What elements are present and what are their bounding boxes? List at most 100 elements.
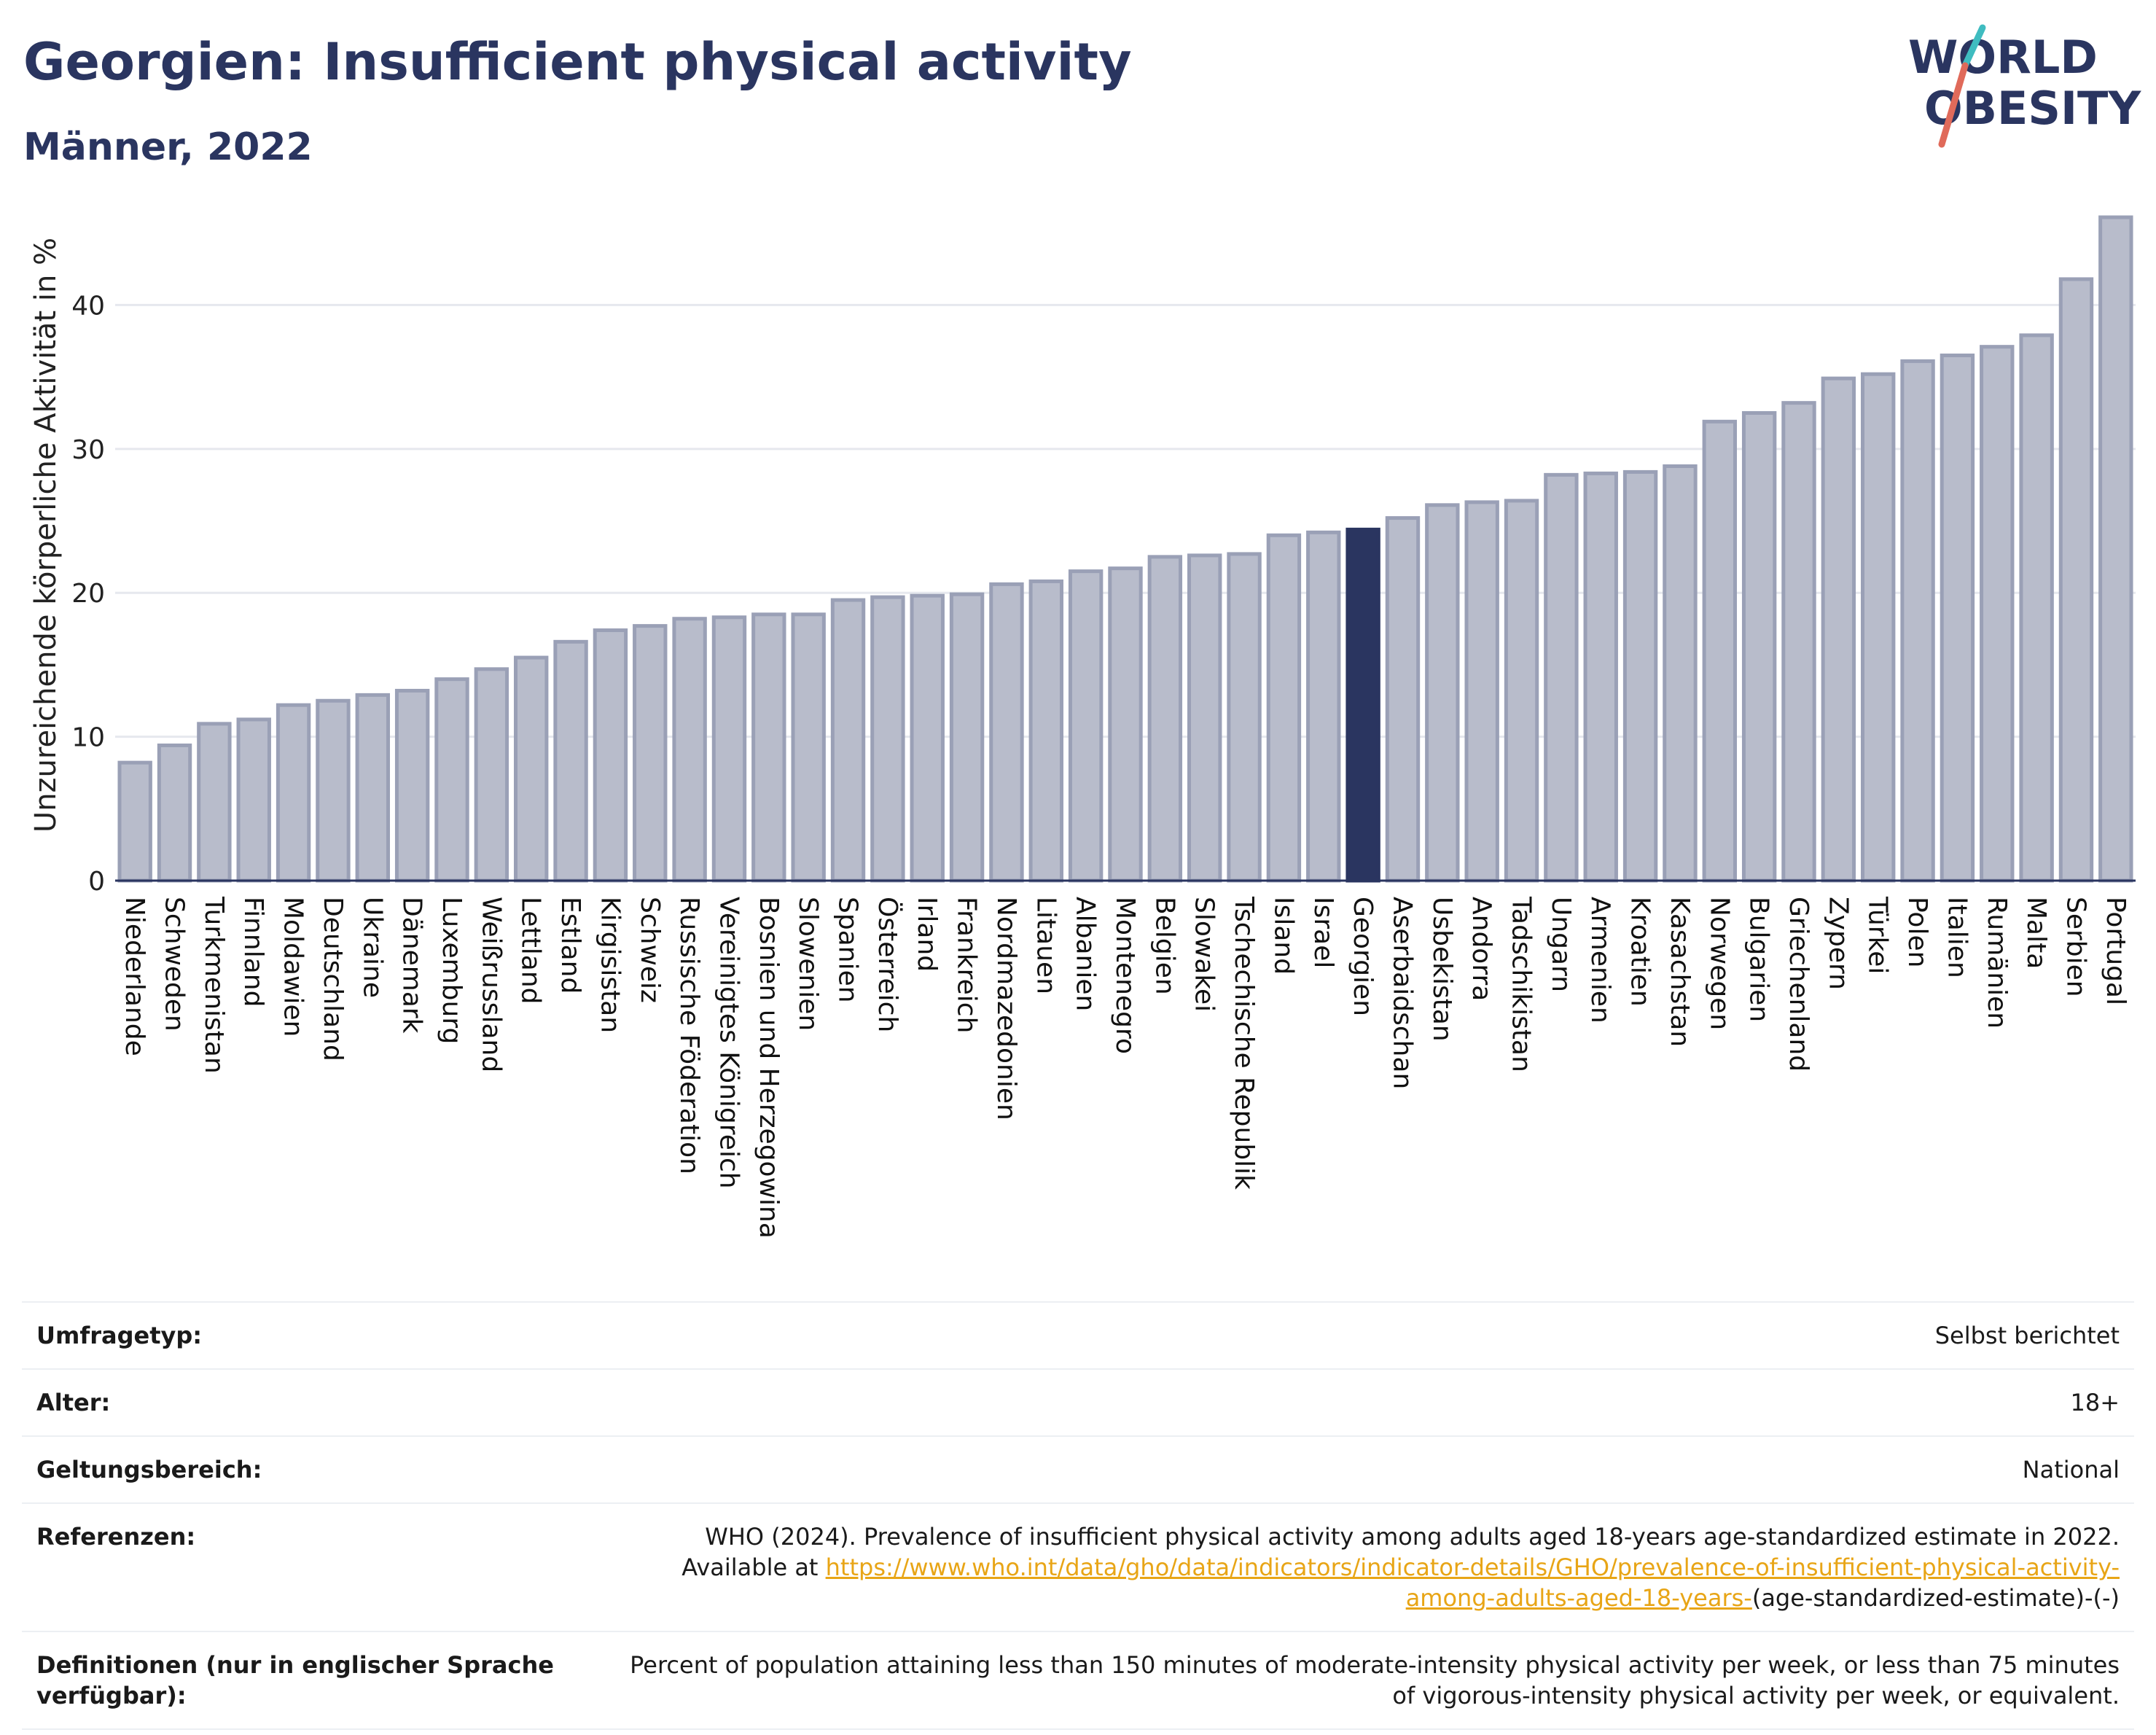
y-axis-title: Unzureichende körperliche Aktivität in %	[29, 238, 63, 833]
bar-portugal	[2098, 215, 2133, 883]
x-category-label: Lettland	[516, 897, 546, 1005]
bar-georgien	[1345, 527, 1380, 883]
bar-chart: 0 10 20 30 40 Niederlande Schweden Turkmenista…	[29, 215, 2136, 1239]
bar-norwegen	[1702, 419, 1737, 883]
x-category-label: Slowakei	[1190, 897, 1219, 1012]
x-category-label: Litauen	[1031, 897, 1061, 994]
bar-albanien	[1068, 569, 1104, 883]
x-category-label: Ungarn	[1546, 897, 1576, 992]
info-row-scope: Geltungsbereich: National	[22, 1437, 2134, 1504]
x-category-label: Österreich	[872, 897, 903, 1032]
y-tick-label: 40	[71, 291, 105, 321]
bar-armenien	[1583, 471, 1618, 883]
x-category-label: Ukraine	[357, 897, 387, 998]
x-category-label: Polen	[1902, 897, 1932, 967]
bar-bosnien-und-herzegowina	[751, 612, 786, 883]
bar-moldawien	[276, 703, 311, 883]
bar-serbien	[2058, 277, 2094, 883]
info-value: Selbst berichtet	[1934, 1322, 2120, 1349]
bar-niederlande	[117, 760, 152, 883]
x-category-label: Slowenien	[793, 897, 823, 1031]
bar-belgien	[1147, 555, 1183, 883]
bar-polen	[1900, 359, 1935, 883]
x-category-label: Turkmenistan	[199, 896, 229, 1074]
bar-nordmazedonien	[989, 582, 1024, 883]
x-category-label: Israel	[1308, 897, 1338, 968]
bar-malta	[2019, 333, 2054, 883]
bar-griechenland	[1781, 401, 1816, 883]
info-value: Percent of population attaining less tha…	[630, 1651, 2120, 1709]
bar-turkmenistan	[197, 722, 232, 883]
bar-slowakei	[1187, 553, 1222, 883]
bar-lettland	[514, 655, 549, 883]
x-category-label: Schweden	[160, 897, 190, 1032]
info-row-definitions: Definitionen (nur in englischer Sprache …	[22, 1632, 2134, 1730]
info-row-references: Referenzen: WHO (2024). Prevalence of in…	[22, 1504, 2134, 1632]
bar-irland	[910, 593, 945, 883]
x-category-label: Tadschikistan	[1507, 896, 1536, 1072]
x-category-label: Belgien	[1149, 897, 1179, 995]
bar-tschechische-republik	[1227, 552, 1262, 883]
x-category-label: Usbekistan	[1427, 897, 1457, 1042]
x-category-label: Weißrussland	[476, 897, 506, 1072]
reference-suffix: (age-standardized-estimate)-(-)	[1751, 1584, 2120, 1612]
x-category-label: Finnland	[238, 897, 268, 1007]
x-category-label: Portugal	[2101, 897, 2130, 1005]
info-value: National	[2022, 1456, 2120, 1483]
x-category-label: Moldawien	[278, 897, 308, 1037]
x-category-label: Kirgisistan	[595, 897, 625, 1033]
x-category-label: Bulgarien	[1744, 897, 1774, 1022]
x-axis-labels: Niederlande Schweden Turkmenistan Finnland M…	[120, 896, 2130, 1239]
bar-weißrussland	[474, 667, 509, 883]
bar-italien	[1940, 354, 1975, 883]
x-category-label: Norwegen	[1704, 897, 1734, 1030]
bar-russische-föderation	[672, 617, 707, 883]
bar-dänemark	[394, 688, 430, 883]
bar-estland	[553, 639, 588, 883]
logo-line1: WORLD	[1908, 31, 2098, 84]
info-key: Referenzen:	[36, 1523, 196, 1551]
x-category-label: Türkei	[1863, 896, 1893, 974]
y-axis-ticks: 0 10 20 30 40	[71, 291, 105, 897]
x-category-label: Frankreich	[952, 897, 982, 1033]
info-key: Umfragetyp:	[36, 1322, 203, 1349]
bar-litauen	[1028, 579, 1063, 883]
info-value: WHO (2024). Prevalence of insufficient p…	[625, 1521, 2120, 1613]
x-category-label: Zypern	[1823, 897, 1853, 990]
bar-türkei	[1861, 372, 1896, 883]
x-category-label: Luxemburg	[437, 897, 466, 1044]
y-tick-label: 10	[71, 723, 105, 753]
bar-spanien	[830, 598, 866, 883]
bar-deutschland	[316, 698, 351, 883]
y-tick-label: 30	[71, 435, 105, 465]
bar-finnland	[236, 717, 271, 883]
bar-zypern	[1821, 376, 1856, 883]
bar-tadschikistan	[1504, 499, 1539, 883]
info-key: Alter:	[36, 1389, 111, 1416]
info-key: Geltungsbereich:	[36, 1456, 262, 1483]
x-category-label: Malta	[2021, 897, 2051, 969]
info-row-age: Alter: 18+	[22, 1370, 2134, 1437]
x-category-label: Tschechische Republik	[1229, 896, 1259, 1190]
bar-rumänien	[1980, 345, 2015, 883]
bar-bulgarien	[1741, 410, 1777, 883]
x-category-label: Island	[1268, 897, 1298, 975]
info-value: 18+	[2070, 1389, 2120, 1416]
bar-israel	[1306, 530, 1341, 883]
bar-slowenien	[791, 612, 826, 883]
bar-frankreich	[949, 592, 985, 883]
bar-ukraine	[355, 693, 390, 883]
x-category-label: Georgien	[1348, 897, 1378, 1016]
bar-usbekistan	[1425, 503, 1460, 883]
bar-kirgisistan	[593, 628, 628, 883]
bars	[117, 215, 2133, 883]
x-category-label: Vereinigtes Königreich	[714, 897, 743, 1189]
reference-link[interactable]: https://www.who.int/data/gho/data/indica…	[825, 1553, 2120, 1612]
bar-montenegro	[1108, 566, 1143, 883]
x-category-label: Griechenland	[1784, 897, 1813, 1072]
y-tick-label: 0	[88, 867, 105, 897]
x-category-label: Irland	[912, 897, 942, 972]
info-table: Umfragetyp: Selbst berichtet Alter: 18+ …	[22, 1301, 2134, 1730]
bar-kroatien	[1622, 469, 1658, 883]
x-category-label: Kasachstan	[1665, 897, 1695, 1047]
